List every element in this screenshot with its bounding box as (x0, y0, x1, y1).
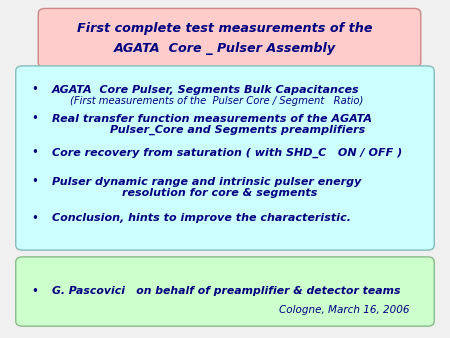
Text: Real transfer function measurements of the AGATA: Real transfer function measurements of t… (52, 114, 372, 124)
Text: •: • (32, 83, 38, 96)
Text: Cologne, March 16, 2006: Cologne, March 16, 2006 (279, 305, 410, 315)
FancyBboxPatch shape (38, 8, 421, 68)
Text: AGATA  Core Pulser, Segments Bulk Capacitances: AGATA Core Pulser, Segments Bulk Capacit… (52, 84, 360, 95)
Text: •: • (32, 113, 38, 125)
Text: AGATA  Core _ Pulser Assembly: AGATA Core _ Pulser Assembly (114, 42, 336, 55)
Text: •: • (32, 146, 38, 159)
Text: •: • (32, 175, 38, 188)
Text: G. Pascovici   on behalf of preamplifier & detector teams: G. Pascovici on behalf of preamplifier &… (52, 286, 400, 296)
Text: Pulser_Core and Segments preamplifiers: Pulser_Core and Segments preamplifiers (110, 124, 365, 135)
Text: •: • (32, 212, 38, 224)
Text: Conclusion, hints to improve the characteristic.: Conclusion, hints to improve the charact… (52, 213, 351, 223)
FancyBboxPatch shape (16, 66, 434, 250)
FancyBboxPatch shape (16, 257, 434, 326)
Text: resolution for core & segments: resolution for core & segments (122, 188, 317, 198)
Text: Pulser dynamic range and intrinsic pulser energy: Pulser dynamic range and intrinsic pulse… (52, 177, 361, 187)
Text: First complete test measurements of the: First complete test measurements of the (77, 22, 373, 35)
Text: Core recovery from saturation ( with SHD_C   ON / OFF ): Core recovery from saturation ( with SHD… (52, 148, 402, 158)
Text: (First measurements of the  Pulser Core / Segment   Ratio): (First measurements of the Pulser Core /… (70, 96, 363, 106)
Text: •: • (32, 285, 38, 298)
